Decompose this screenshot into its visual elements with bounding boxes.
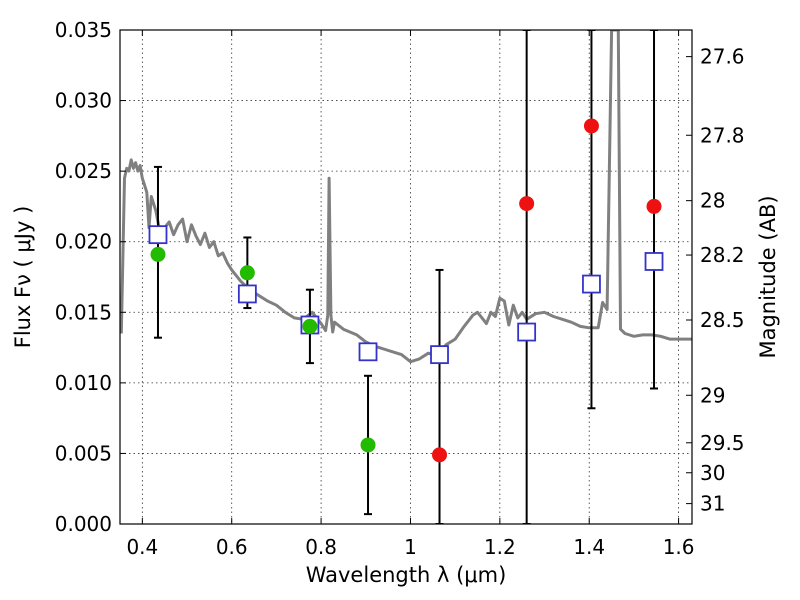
model-point (582, 274, 601, 294)
model-point (517, 322, 537, 342)
x-tick-label: 0.6 (216, 535, 248, 559)
mag-tick-label: 28.5 (700, 308, 745, 332)
x-tick-label: 0.8 (305, 535, 337, 559)
detected-point (360, 437, 376, 453)
y-axis-label: Flux Fν ( μJy ) (11, 206, 35, 349)
upper-limit-point (432, 447, 448, 463)
mag-tick-label: 29 (700, 383, 725, 407)
y-tick-label: 0.000 (55, 512, 112, 536)
mag-tick-label: 27.8 (700, 123, 745, 147)
x-axis-label: Wavelength λ (μm) (306, 563, 507, 587)
y-tick-label: 0.020 (55, 230, 112, 254)
plot-frame (119, 29, 693, 525)
y-tick-label: 0.025 (55, 159, 112, 183)
model-point (237, 284, 257, 304)
upper-limit-point (646, 198, 662, 214)
detected-point (150, 246, 166, 262)
model-point (358, 342, 378, 362)
mag-tick-label: 28.2 (700, 243, 745, 267)
mag-tick-label: 30 (700, 461, 725, 485)
model-point (644, 252, 664, 271)
grid (120, 30, 692, 524)
x-tick-label: 1.4 (573, 535, 605, 559)
y-tick-label: 0.030 (55, 89, 112, 113)
y-tick-label: 0.005 (55, 441, 112, 465)
mag-tick-label: 28 (700, 189, 725, 213)
axes: 0.4 0.6 0.8 1 1.2 1.4 1.6 0.000 0.005 0.010 0.015 0… (55, 18, 745, 559)
y2-axis-label: Magnitude (AB) (756, 195, 780, 358)
y-tick-label: 0.015 (55, 300, 112, 324)
y-tick-label: 0.010 (55, 371, 112, 395)
y-tick-label: 0.035 (55, 18, 112, 42)
x-tick-label: 1 (404, 535, 417, 559)
upper-limit-point (519, 196, 535, 212)
upper-limit-point (583, 118, 599, 134)
mag-tick-label: 27.6 (700, 45, 745, 69)
model-point (148, 225, 168, 245)
plot-area (120, 30, 692, 524)
model-point (430, 345, 449, 365)
detected-point (239, 265, 255, 281)
mag-tick-label: 29.5 (700, 431, 745, 455)
x-tick-label: 0.4 (126, 535, 158, 559)
x-tick-label: 1.6 (663, 535, 695, 559)
detected-point (302, 318, 318, 334)
x-tick-label: 1.2 (484, 535, 516, 559)
mag-tick-label: 31 (700, 492, 725, 516)
